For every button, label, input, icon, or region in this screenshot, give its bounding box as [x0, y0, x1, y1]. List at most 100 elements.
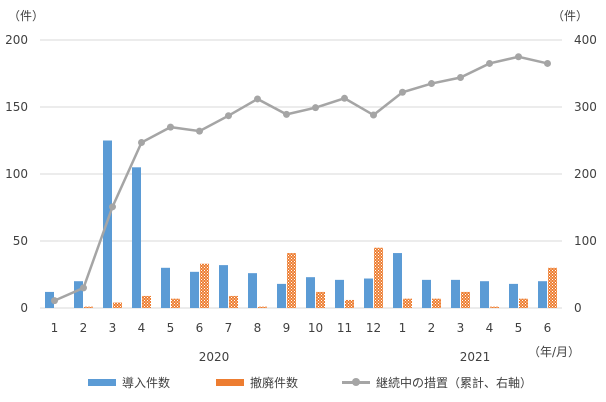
x-tick-label: 3	[457, 321, 465, 335]
x-tick-label: 8	[254, 321, 262, 335]
line-point-ongoing	[486, 59, 493, 67]
right-tick-label: 0	[574, 301, 582, 315]
bar-abolished	[84, 306, 93, 308]
bar-abolished	[519, 298, 528, 308]
x-tick-label: 6	[544, 321, 552, 335]
bar-abolished	[432, 298, 441, 308]
line-point-ongoing	[51, 297, 58, 305]
bar-abolished	[258, 306, 267, 308]
legend-label-abolished: 撤廃件数	[250, 375, 299, 390]
bar-introduced	[451, 279, 460, 308]
bar-introduced	[219, 265, 228, 308]
bar-abolished	[403, 298, 412, 308]
legend-label-ongoing: 継続中の措置（累計、右軸）	[376, 375, 533, 390]
line-point-ongoing	[196, 127, 203, 135]
line-point-ongoing	[254, 95, 261, 103]
left-tick-label: 50	[13, 234, 28, 248]
left-tick-label: 100	[5, 167, 28, 181]
legend-item-ongoing: 継続中の措置（累計、右軸）	[342, 372, 532, 392]
bar-introduced	[190, 271, 199, 308]
x-tick-label: 5	[167, 321, 175, 335]
x-axis-unit: （年/月）	[528, 345, 580, 359]
right-axis: 0 100 200 300 400	[574, 33, 597, 315]
right-tick-label: 300	[574, 100, 597, 114]
legend-item-introduced: 導入件数	[88, 372, 170, 392]
x-tick-label: 2	[80, 321, 88, 335]
gridlines	[40, 39, 562, 309]
right-tick-label: 200	[574, 167, 597, 181]
bar-abolished	[316, 291, 325, 308]
line-point-ongoing	[341, 94, 348, 102]
bar-abolished	[548, 267, 557, 308]
year-label: 2021	[460, 350, 491, 364]
x-tick-label: 1	[51, 321, 59, 335]
line-point-ongoing	[167, 123, 174, 131]
year-labels: 2020 2021	[199, 350, 491, 364]
cumulative-line	[51, 53, 551, 305]
left-axis-unit: （件）	[8, 9, 44, 23]
bar-introduced	[480, 281, 489, 308]
legend-swatch-introduced	[88, 378, 116, 386]
bar-introduced	[509, 283, 518, 308]
x-tick-label: 7	[225, 321, 233, 335]
x-tick-label: 11	[337, 321, 352, 335]
x-axis: 1 2 3 4 5 6 7 8 9 10 11 12 1 2 3 4 5 6	[51, 321, 552, 335]
x-tick-label: 10	[308, 321, 323, 335]
line-point-ongoing	[138, 139, 145, 147]
x-tick-label: 12	[366, 321, 381, 335]
line-ongoing	[53, 55, 548, 302]
bar-abolished	[287, 253, 296, 308]
line-point-ongoing	[544, 59, 551, 67]
bar-abolished	[490, 306, 499, 308]
line-point-ongoing	[312, 104, 319, 112]
bar-introduced	[422, 279, 431, 308]
bar-abolished	[171, 298, 180, 308]
left-tick-label: 150	[5, 100, 28, 114]
x-tick-label: 2	[428, 321, 436, 335]
left-axis: 0 50 100 150 200	[5, 33, 28, 315]
right-tick-label: 100	[574, 234, 597, 248]
x-tick-label: 1	[399, 321, 407, 335]
line-point-ongoing	[457, 74, 464, 82]
legend-item-abolished: 撤廃件数	[216, 372, 298, 392]
line-point-ongoing	[80, 284, 87, 292]
x-tick-label: 4	[486, 321, 494, 335]
line-point-ongoing	[283, 110, 290, 118]
line-point-ongoing	[399, 88, 406, 96]
bar-introduced	[248, 273, 257, 308]
x-tick-label: 5	[515, 321, 523, 335]
bar-abolished	[374, 247, 383, 308]
bar-introduced	[335, 279, 344, 308]
bar-abolished	[229, 295, 238, 308]
bar-introduced	[45, 291, 54, 308]
bars	[45, 140, 557, 308]
left-tick-label: 200	[5, 33, 28, 47]
bar-introduced	[364, 278, 373, 308]
bar-abolished	[142, 295, 151, 308]
left-tick-label: 0	[20, 301, 28, 315]
bar-introduced	[277, 283, 286, 308]
bar-abolished	[345, 299, 354, 308]
year-label: 2020	[199, 350, 230, 364]
bar-introduced	[74, 281, 83, 308]
legend-label-introduced: 導入件数	[122, 375, 171, 390]
x-tick-label: 9	[283, 321, 291, 335]
legend-swatch-abolished	[216, 378, 244, 386]
line-point-ongoing	[370, 111, 377, 119]
line-point-ongoing	[428, 80, 435, 88]
bar-introduced	[393, 253, 402, 308]
bar-introduced	[132, 167, 141, 308]
right-axis-unit: （件）	[552, 9, 588, 23]
right-tick-label: 400	[574, 33, 597, 47]
line-point-ongoing	[225, 112, 232, 120]
bar-introduced	[538, 281, 547, 308]
legend: 導入件数 撤廃件数 継続中の措置（累計、右軸）	[0, 372, 606, 392]
x-tick-label: 6	[196, 321, 204, 335]
bar-introduced	[306, 277, 315, 308]
x-tick-label: 3	[109, 321, 117, 335]
line-point-ongoing	[515, 53, 522, 61]
bar-abolished	[200, 263, 209, 308]
bar-abolished	[113, 302, 122, 308]
bar-abolished	[461, 291, 470, 308]
